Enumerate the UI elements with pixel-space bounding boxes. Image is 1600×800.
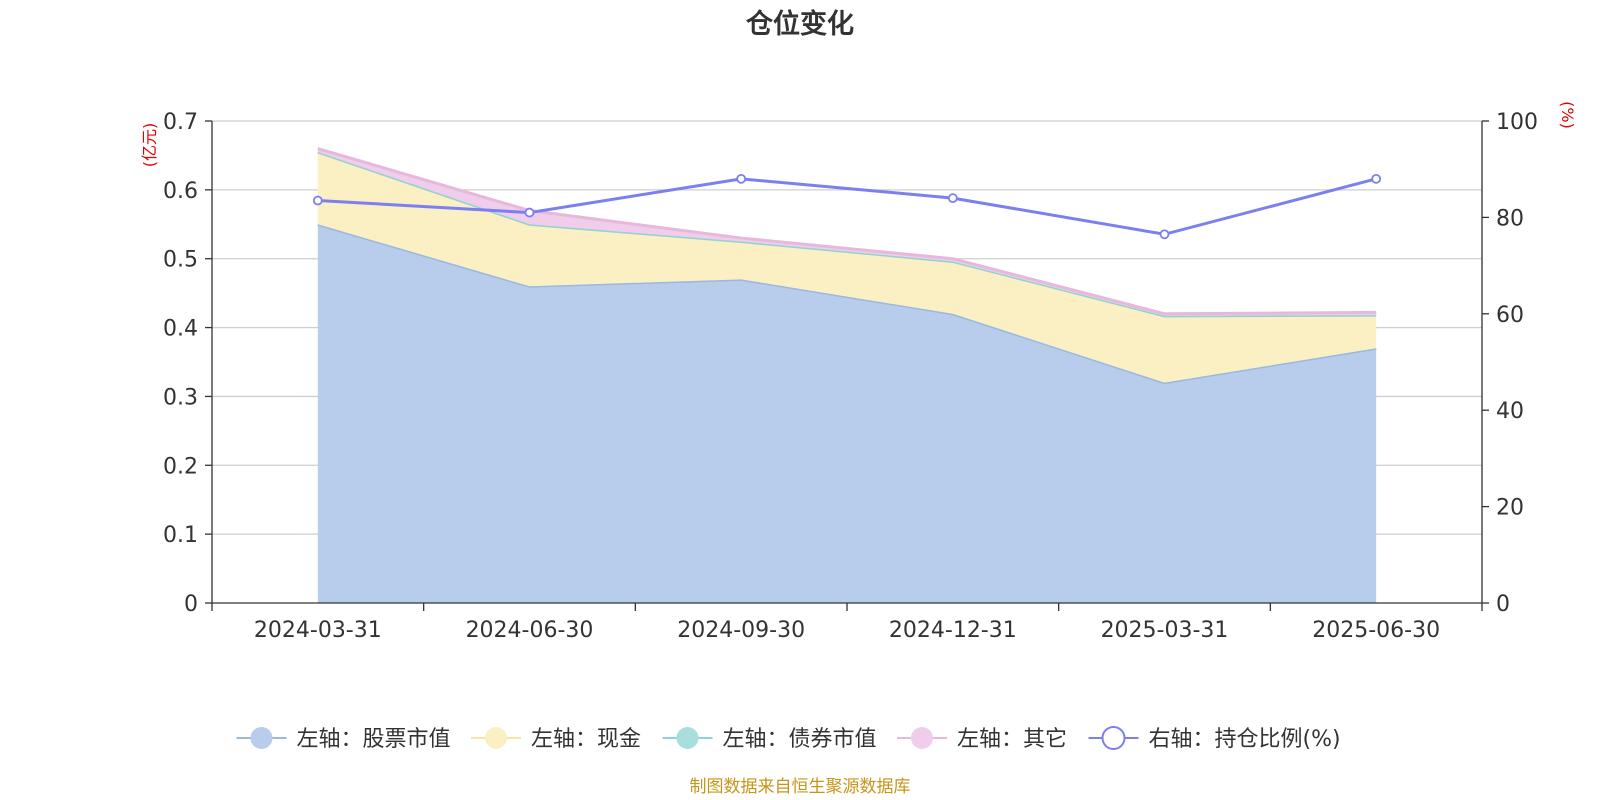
area-series-1 (317, 224, 1377, 604)
right-axis-tick-label: 20 (1496, 496, 1524, 521)
left-axis-tick-label: 0.5 (163, 248, 198, 273)
area-series-4-edge (317, 147, 1377, 316)
left-axis-tick-label: 0.3 (163, 385, 198, 410)
area-series-2 (317, 151, 1377, 383)
left-axis-tick-label: 0.1 (163, 523, 198, 548)
data-source-note: 制图数据来自恒生聚源数据库 (690, 777, 911, 797)
legend-label: 右轴：持仓比例(%) (1149, 727, 1341, 752)
x-axis-tick-label: 2024-09-30 (677, 618, 805, 643)
position-ratio-line (312, 173, 1382, 240)
position-ratio-point (524, 207, 535, 218)
stacked-areas (317, 147, 1377, 604)
x-axis-tick-label: 2025-06-30 (1312, 618, 1440, 643)
right-axis-tick-label: 60 (1496, 303, 1524, 328)
legend-label: 左轴：其它 (957, 727, 1067, 752)
legend-label: 左轴：股票市值 (297, 727, 451, 752)
position-ratio-point (312, 195, 323, 206)
right-axis-tick-label: 40 (1496, 399, 1524, 424)
right-axis-unit: (%) (1558, 101, 1577, 129)
legend: 左轴：股票市值 左轴：现金 左轴：债券市值 左轴：其它 右轴：持仓比例(%) (236, 726, 1341, 752)
left-axis-unit: (亿元) (140, 123, 159, 168)
legend-marker (911, 727, 933, 749)
left-axis-tick-label: 0.6 (163, 179, 198, 204)
legend-marker (485, 727, 507, 749)
position-ratio-point (947, 193, 958, 204)
left-axis-tick-label: 0 (184, 592, 198, 617)
legend-label: 左轴：现金 (531, 727, 641, 752)
left-axis-tick-label: 0.2 (163, 454, 198, 479)
position-ratio-line-path (317, 177, 1377, 236)
legend-label: 左轴：债券市值 (723, 727, 877, 752)
x-axis-tick-label: 2025-03-31 (1101, 618, 1229, 643)
left-axis-tick-label: 0.7 (163, 110, 198, 135)
x-axis-tick-label: 2024-12-31 (889, 618, 1017, 643)
legend-marker (1101, 726, 1126, 750)
position-ratio-point (1371, 173, 1382, 184)
x-axis-tick-label: 2024-06-30 (466, 618, 594, 643)
right-axis-tick-label: 0 (1496, 592, 1510, 617)
legend-marker (250, 727, 273, 749)
right-axis-tick-label: 100 (1496, 110, 1538, 135)
right-axis-tick-label: 80 (1496, 206, 1524, 231)
position-ratio-point (736, 173, 747, 184)
x-axis-tick-label: 2024-03-31 (254, 618, 382, 643)
axes: 0 0.1 0.2 0.3 0.4 0.5 0.6 0.7 0 20 40 60 80 100 2024-0… (163, 110, 1538, 643)
left-axis-tick-label: 0.4 (163, 317, 198, 342)
legend-marker (676, 727, 699, 749)
chart-title: 仓位变化 (745, 8, 854, 40)
position-ratio-point (1159, 229, 1170, 240)
